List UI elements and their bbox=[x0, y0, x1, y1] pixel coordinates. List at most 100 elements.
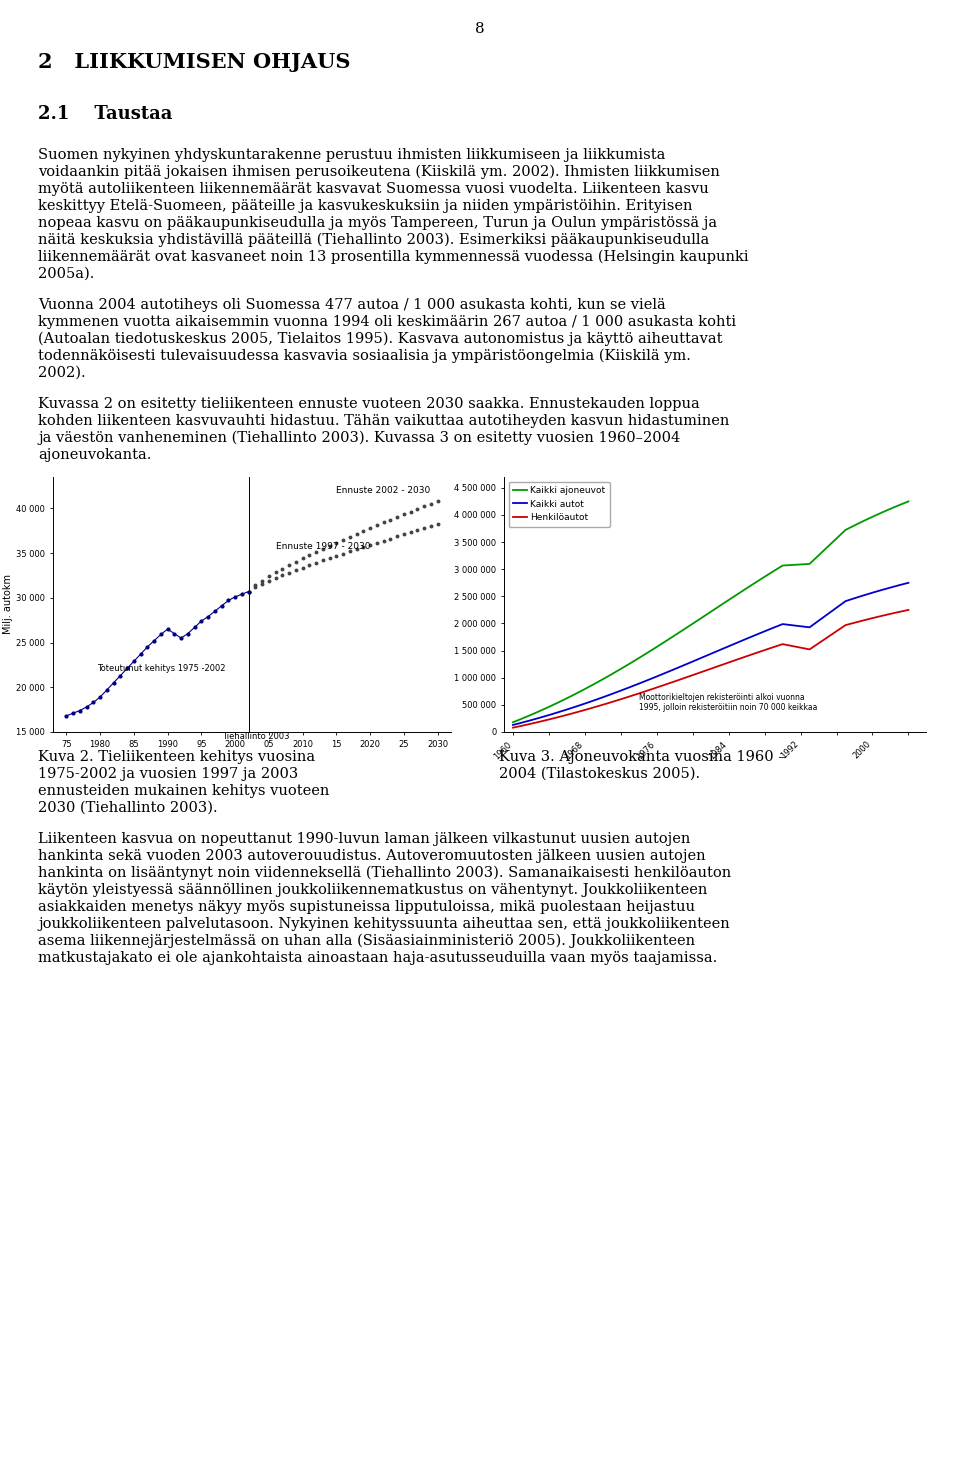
Henkilöautot bbox=[633, 684, 644, 702]
Kaikki ajoneuvot bbox=[876, 504, 887, 521]
Kaikki autot bbox=[840, 593, 852, 611]
Line: Kaikki ajoneuvot: Kaikki ajoneuvot bbox=[513, 502, 908, 722]
Henkilöautot bbox=[525, 715, 537, 733]
Kaikki autot bbox=[660, 664, 672, 681]
Henkilöautot bbox=[687, 666, 699, 684]
Kaikki autot bbox=[543, 706, 555, 724]
Kaikki ajoneuvot bbox=[669, 627, 681, 644]
Kaikki autot bbox=[615, 681, 627, 699]
Kaikki ajoneuvot bbox=[732, 586, 743, 603]
Kaikki autot bbox=[849, 590, 860, 608]
Text: Ennuste 1997 - 2030: Ennuste 1997 - 2030 bbox=[276, 542, 371, 552]
Henkilöautot bbox=[813, 634, 825, 652]
Kaikki ajoneuvot bbox=[804, 555, 815, 573]
Kaikki ajoneuvot bbox=[597, 671, 609, 688]
Kaikki ajoneuvot bbox=[885, 501, 897, 518]
Kaikki autot bbox=[758, 622, 770, 640]
Kaikki ajoneuvot bbox=[705, 603, 716, 621]
Kaikki autot bbox=[597, 688, 609, 706]
Line: Kaikki autot: Kaikki autot bbox=[513, 583, 908, 725]
Henkilöautot bbox=[562, 706, 573, 724]
Text: Kuvassa 2 on esitetty tieliikenteen ennuste vuoteen 2030 saakka. Ennustekauden l: Kuvassa 2 on esitetty tieliikenteen ennu… bbox=[38, 396, 700, 411]
Kaikki ajoneuvot bbox=[723, 592, 734, 609]
Kaikki autot bbox=[588, 691, 600, 709]
Henkilöautot bbox=[552, 709, 564, 727]
Kaikki autot bbox=[876, 581, 887, 599]
Text: keskittyy Etelä-Suomeen, pääteille ja kasvukeskuksiin ja niiden ympäristöihin. E: keskittyy Etelä-Suomeen, pääteille ja ka… bbox=[38, 200, 692, 213]
Henkilöautot bbox=[768, 639, 780, 656]
Kaikki autot bbox=[867, 584, 878, 602]
Text: ajoneuvokanta.: ajoneuvokanta. bbox=[38, 448, 152, 462]
Kaikki autot bbox=[795, 618, 806, 636]
Henkilöautot bbox=[786, 637, 798, 655]
Kaikki autot bbox=[687, 653, 699, 671]
Kaikki ajoneuvot bbox=[849, 517, 860, 534]
Kaikki autot bbox=[777, 615, 788, 633]
Kaikki autot bbox=[750, 627, 761, 644]
Henkilöautot bbox=[624, 687, 636, 705]
Kaikki ajoneuvot bbox=[588, 675, 600, 693]
Kaikki autot bbox=[714, 642, 726, 659]
Kaikki ajoneuvot bbox=[615, 661, 627, 678]
Henkilöautot bbox=[741, 647, 753, 665]
Text: voidaankin pitää jokaisen ihmisen perusoikeutena (Kiiskilä ym. 2002). Ihmisten l: voidaankin pitää jokaisen ihmisen peruso… bbox=[38, 164, 720, 179]
Kaikki autot bbox=[786, 617, 798, 634]
Text: ja väestön vanheneminen (Tiehallinto 2003). Kuvassa 3 on esitetty vuosien 1960–2: ja väestön vanheneminen (Tiehallinto 200… bbox=[38, 432, 681, 445]
Henkilöautot bbox=[867, 609, 878, 627]
Kaikki autot bbox=[570, 697, 582, 715]
Kaikki ajoneuvot bbox=[741, 580, 753, 597]
Text: 8: 8 bbox=[475, 22, 485, 37]
Kaikki ajoneuvot bbox=[507, 713, 518, 731]
Henkilöautot bbox=[758, 642, 770, 659]
Kaikki autot bbox=[552, 703, 564, 721]
Text: Kuva 3. Ajoneuvokanta vuosina 1960 –: Kuva 3. Ajoneuvokanta vuosina 1960 – bbox=[499, 750, 786, 763]
Kaikki autot bbox=[804, 618, 815, 636]
Text: Tiehallinto 2003: Tiehallinto 2003 bbox=[222, 733, 289, 741]
Henkilöautot bbox=[840, 617, 852, 634]
Kaikki ajoneuvot bbox=[660, 633, 672, 650]
Legend: Kaikki ajoneuvot, Kaikki autot, Henkilöautot: Kaikki ajoneuvot, Kaikki autot, Henkilöa… bbox=[509, 482, 610, 527]
Kaikki autot bbox=[534, 709, 545, 727]
Henkilöautot bbox=[885, 605, 897, 622]
Henkilöautot bbox=[579, 702, 590, 719]
Text: asema liikennejärjestelmässä on uhan alla (Sisäasiainministeriö 2005). Joukkolii: asema liikennejärjestelmässä on uhan all… bbox=[38, 934, 695, 948]
Text: hankinta sekä vuoden 2003 autoverouudistus. Autoveromuutosten jälkeen uusien aut: hankinta sekä vuoden 2003 autoverouudist… bbox=[38, 849, 706, 863]
Text: kohden liikenteen kasvuvauhti hidastuu. Tähän vaikuttaa autotiheyden kasvun hida: kohden liikenteen kasvuvauhti hidastuu. … bbox=[38, 414, 730, 429]
Kaikki ajoneuvot bbox=[534, 702, 545, 719]
Henkilöautot bbox=[642, 681, 654, 699]
Text: Moottorikieltojen rekisteröinti alkoi vuonna
1995, jolloin rekisteröitiin noin 7: Moottorikieltojen rekisteröinti alkoi vu… bbox=[638, 693, 817, 712]
Kaikki ajoneuvot bbox=[687, 615, 699, 633]
Kaikki autot bbox=[857, 587, 869, 605]
Kaikki autot bbox=[768, 619, 780, 637]
Kaikki ajoneuvot bbox=[777, 556, 788, 574]
Text: ennusteiden mukainen kehitys vuoteen: ennusteiden mukainen kehitys vuoteen bbox=[38, 784, 329, 799]
Kaikki ajoneuvot bbox=[543, 699, 555, 716]
Text: 2030 (Tiehallinto 2003).: 2030 (Tiehallinto 2003). bbox=[38, 802, 218, 815]
Text: Toteutunut kehitys 1975 -2002: Toteutunut kehitys 1975 -2002 bbox=[97, 664, 226, 674]
Kaikki autot bbox=[633, 675, 644, 693]
Kaikki autot bbox=[696, 649, 708, 666]
Kaikki ajoneuvot bbox=[857, 512, 869, 530]
Kaikki ajoneuvot bbox=[525, 706, 537, 724]
Henkilöautot bbox=[507, 719, 518, 737]
Henkilöautot bbox=[597, 696, 609, 713]
Henkilöautot bbox=[543, 711, 555, 728]
Kaikki ajoneuvot bbox=[562, 690, 573, 708]
Henkilöautot bbox=[570, 703, 582, 721]
Kaikki autot bbox=[525, 712, 537, 730]
Henkilöautot bbox=[750, 644, 761, 662]
Kaikki autot bbox=[669, 661, 681, 678]
Henkilöautot bbox=[732, 650, 743, 668]
Text: Suomen nykyinen yhdyskuntarakenne perustuu ihmisten liikkumiseen ja liikkumista: Suomen nykyinen yhdyskuntarakenne perust… bbox=[38, 148, 665, 161]
Henkilöautot bbox=[849, 614, 860, 631]
Kaikki autot bbox=[562, 700, 573, 718]
Kaikki ajoneuvot bbox=[714, 597, 726, 615]
Henkilöautot bbox=[588, 699, 600, 716]
Kaikki autot bbox=[651, 668, 662, 686]
Text: todennäköisesti tulevaisuudessa kasvavia sosiaalisia ja ympäristöongelmia (Kiisk: todennäköisesti tulevaisuudessa kasvavia… bbox=[38, 349, 691, 364]
Kaikki autot bbox=[642, 671, 654, 688]
Kaikki ajoneuvot bbox=[750, 574, 761, 592]
Text: Ennuste 2002 - 2030: Ennuste 2002 - 2030 bbox=[336, 486, 431, 495]
Henkilöautot bbox=[795, 639, 806, 656]
Henkilöautot bbox=[651, 678, 662, 696]
